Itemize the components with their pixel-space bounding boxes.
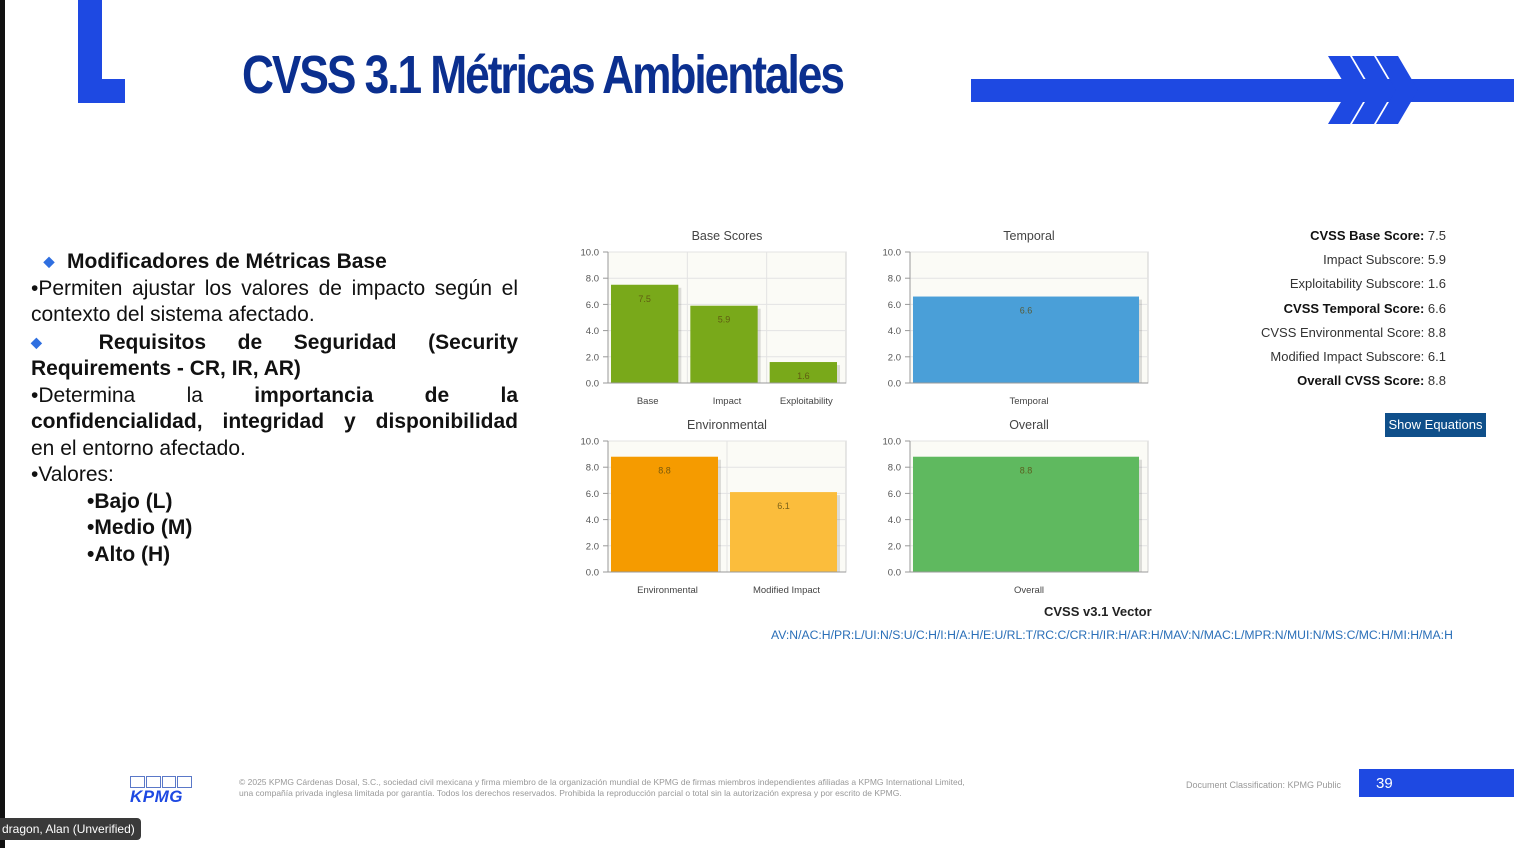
charts-svg: Base Scores 0.0 2.0 4.0 6.0 8.0 10.0 7.5 Base 5.9… — [581, 229, 1149, 596]
bar — [730, 492, 837, 572]
environmental-score-row: CVSS Environmental Score: 8.8 — [1261, 324, 1446, 340]
bar — [690, 305, 758, 383]
y-tick-label: 6.0 — [586, 300, 599, 311]
y-tick-label: 8.0 — [586, 463, 599, 474]
chart-title: Environmental — [687, 418, 767, 432]
x-tick-label: Overall — [1014, 585, 1044, 596]
value-item: •Bajo (L) — [87, 489, 173, 513]
x-tick-label: Exploitability — [780, 396, 833, 407]
bar-value-label: 7.5 — [638, 294, 651, 304]
x-tick-label: Modified Impact — [753, 585, 820, 596]
bar — [611, 456, 718, 572]
y-tick-label: 0.0 — [586, 379, 599, 390]
document-classification: Document Classification: KPMG Public — [1186, 780, 1342, 790]
y-tick-label: 8.0 — [888, 274, 901, 285]
y-tick-label: 4.0 — [888, 515, 901, 526]
y-tick-label: 10.0 — [581, 437, 600, 448]
text-line: confidencialidad, integridad y disponibi… — [31, 410, 518, 433]
y-tick-label: 4.0 — [888, 326, 901, 337]
temporal-score-row: CVSS Temporal Score: 6.6 — [1283, 300, 1446, 316]
bar — [913, 456, 1139, 572]
x-tick-label: Impact — [713, 396, 742, 407]
value-item: •Alto (H) — [87, 542, 171, 566]
text-line: en el entorno afectado. — [31, 436, 246, 460]
page-number: 39 — [1376, 775, 1393, 792]
exploitability-subscore-row: Exploitability Subscore: 1.6 — [1289, 276, 1446, 292]
bar-value-label: 8.8 — [658, 466, 671, 476]
impact-subscore-row: Impact Subscore: 5.9 — [1323, 252, 1446, 268]
x-tick-label: Temporal — [1009, 396, 1048, 407]
bar — [611, 284, 679, 383]
y-tick-label: 2.0 — [586, 541, 599, 552]
heading-modifiers: ◆ Modificadores de Métricas Base — [31, 248, 518, 276]
chevron-arrows-icon — [1328, 56, 1418, 124]
chart-title: Overall — [1009, 418, 1049, 432]
bar-value-label: 6.1 — [777, 501, 790, 511]
slide-title: CVSS 3.1 Métricas Ambientales — [242, 45, 845, 105]
bullet-list: ◆ Modificadores de Métricas Base •Permite… — [31, 248, 518, 568]
window-edge — [0, 0, 5, 848]
score-summary: CVSS Base Score: 7.5 Impact Subscore: 5.… — [1261, 224, 1446, 393]
text-line: •Determina la importancia de la — [31, 383, 519, 407]
y-tick-label: 8.0 — [888, 463, 901, 474]
x-tick-label: Environmental — [637, 585, 698, 596]
chart-title: Base Scores — [692, 229, 763, 243]
y-tick-label: 4.0 — [586, 326, 599, 337]
vector-string[interactable]: AV:N/AC:H/PR:L/UI:N/S:U/C:H/I:H/A:H/E:U/… — [771, 628, 1453, 642]
bar-value-label: 6.6 — [1020, 306, 1033, 316]
value-item: •Medio (M) — [87, 516, 193, 539]
y-tick-label: 0.0 — [888, 379, 901, 390]
overall-score-row: Overall CVSS Score: 8.8 — [1297, 373, 1446, 389]
y-tick-label: 0.0 — [888, 568, 901, 579]
page-number-bar — [1359, 769, 1514, 797]
text-line: contexto del sistema afectado. — [31, 303, 315, 326]
y-tick-label: 2.0 — [586, 352, 599, 363]
bar-value-label: 1.6 — [797, 371, 810, 381]
y-tick-label: 2.0 — [888, 541, 901, 552]
heading-requirements: ◆ Requisitos de Seguridad (Security — [31, 330, 518, 354]
y-tick-label: 10.0 — [883, 248, 902, 259]
participant-name-tag: dragon, Alan (Unverified) — [0, 818, 141, 840]
kpmg-logo-boxes-icon — [130, 776, 192, 788]
y-tick-label: 4.0 — [586, 515, 599, 526]
legal-notice: © 2025 KPMG Cárdenas Dosal, S.C., socied… — [239, 777, 965, 798]
y-tick-label: 8.0 — [586, 274, 599, 285]
title-bar-accent — [971, 79, 1514, 102]
y-tick-label: 10.0 — [883, 437, 902, 448]
show-equations-button[interactable]: Show Equations — [1385, 413, 1486, 437]
x-tick-label: Base — [637, 396, 659, 407]
vector-title: CVSS v3.1 Vector — [1044, 604, 1152, 619]
bar-value-label: 8.8 — [1020, 466, 1033, 476]
y-tick-label: 6.0 — [888, 300, 901, 311]
bar — [769, 362, 837, 383]
y-tick-label: 2.0 — [888, 352, 901, 363]
modified-impact-row: Modified Impact Subscore: 6.1 — [1270, 349, 1446, 365]
bar — [913, 296, 1139, 383]
text-line: •Valores: — [31, 463, 114, 486]
text-line: Requirements - CR, IR, AR) — [31, 357, 301, 380]
kpmg-logo: KPMG — [130, 776, 192, 806]
y-tick-label: 6.0 — [586, 489, 599, 500]
chart-title: Temporal — [1003, 229, 1054, 243]
cvss-charts: Base Scores 0.0 2.0 4.0 6.0 8.0 10.0 7.5 Base 5.9… — [560, 222, 1160, 622]
bar-value-label: 5.9 — [718, 315, 731, 325]
base-score-row: CVSS Base Score: 7.5 — [1310, 228, 1446, 243]
text-line: •Permiten ajustar los valores de impacto… — [31, 276, 518, 300]
y-tick-label: 0.0 — [586, 568, 599, 579]
corner-accent-foot — [78, 79, 125, 103]
y-tick-label: 10.0 — [581, 248, 600, 259]
diamond-bullet-icon: ◆ — [43, 253, 55, 269]
y-tick-label: 6.0 — [888, 489, 901, 500]
diamond-bullet-icon: ◆ — [31, 333, 42, 350]
